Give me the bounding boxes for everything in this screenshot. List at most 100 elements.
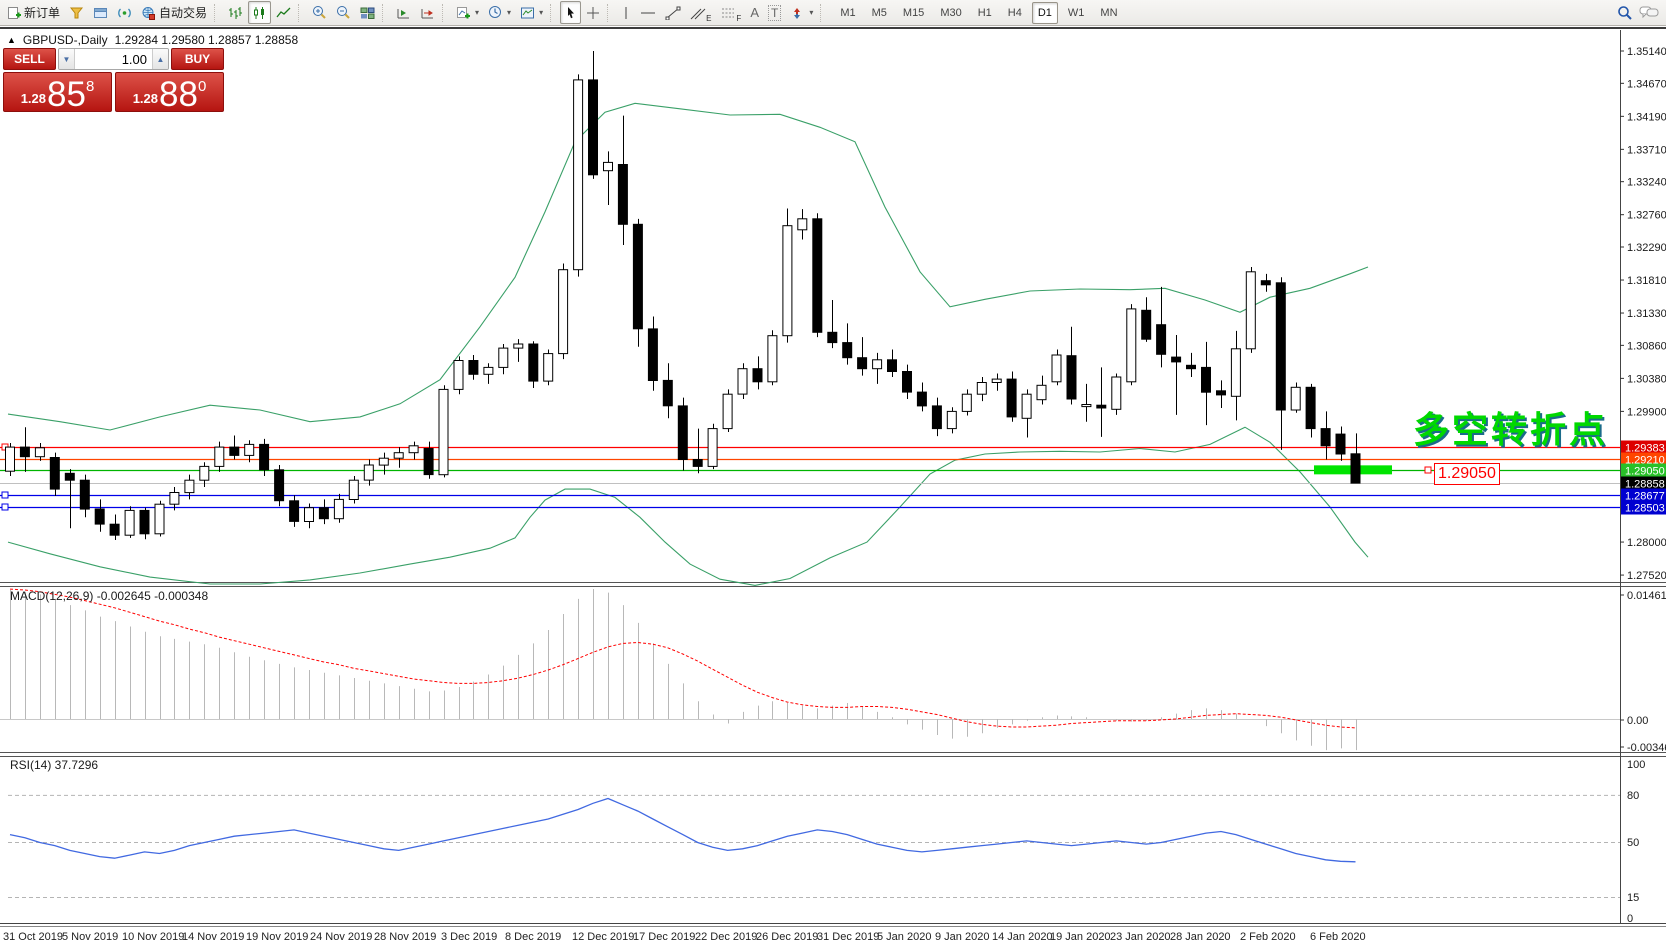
- volume-value[interactable]: 1.00: [121, 52, 147, 67]
- trendline-button[interactable]: [661, 1, 685, 24]
- svg-text:1.31810: 1.31810: [1627, 275, 1666, 287]
- templates-button[interactable]: ▾: [516, 1, 547, 24]
- arrows-button[interactable]: ▾: [786, 1, 817, 24]
- profiles-icon: [94, 7, 108, 18]
- search-icon[interactable]: [1617, 5, 1633, 21]
- tf-m1-button[interactable]: M1: [840, 6, 856, 19]
- svg-text:50: 50: [1627, 837, 1639, 849]
- bar-chart-icon: [229, 6, 243, 19]
- indicators-caret-icon: ▾: [475, 8, 480, 17]
- toolbar-separator: [442, 3, 449, 22]
- bollinger-bands: [7, 102, 1369, 586]
- buy-button[interactable]: BUY: [171, 48, 224, 70]
- new-order-label: 新订单: [24, 6, 61, 20]
- indicators-button[interactable]: ▾: [452, 1, 483, 24]
- trendline-icon: [665, 6, 681, 20]
- shift-chart-button[interactable]: [392, 1, 415, 24]
- fibonacci-button[interactable]: F: [716, 1, 745, 24]
- svg-text:0: 0: [1627, 913, 1633, 925]
- price-axis[interactable]: 1.35140 1.34670 1.34190 1.33710 1.33240 1.327…: [1620, 46, 1666, 582]
- horizontal-lines[interactable]: 1.293831.292101.290501.288581.286771.285…: [0, 440, 1666, 515]
- zoom-in-button[interactable]: [308, 1, 331, 24]
- autotrading-button[interactable]: 自动交易: [137, 1, 211, 24]
- svg-text:28 Jan 2020: 28 Jan 2020: [1170, 931, 1231, 943]
- sell-price-pip: 8: [85, 78, 95, 95]
- autotrading-icon: [142, 6, 156, 20]
- svg-text:-0.003466: -0.003466: [1627, 742, 1666, 754]
- svg-text:1.34190: 1.34190: [1627, 111, 1666, 123]
- tf-m15-button[interactable]: M15: [902, 6, 925, 19]
- volume-down-button[interactable]: ▼: [59, 49, 75, 69]
- horizontal-line-button[interactable]: [636, 1, 660, 24]
- channel-button[interactable]: E: [686, 1, 715, 24]
- crosshair-icon: [587, 6, 600, 19]
- buy-price-pip: 0: [197, 78, 207, 95]
- toolbar-separator: [214, 3, 221, 22]
- sell-price-button[interactable]: 1.28 85 8: [3, 72, 112, 112]
- text-label-button[interactable]: T: [764, 1, 785, 24]
- horizontal-line-icon: [641, 12, 656, 13]
- svg-text:10 Nov 2019: 10 Nov 2019: [122, 931, 184, 943]
- cursor-icon: [568, 6, 575, 18]
- svg-text:1.29383: 1.29383: [1625, 443, 1665, 455]
- toolbar-separator: [550, 3, 557, 22]
- new-order-button[interactable]: 新订单: [3, 1, 64, 24]
- periods-button[interactable]: ▾: [484, 1, 515, 24]
- signals-button[interactable]: [113, 1, 136, 24]
- editor-button[interactable]: [65, 1, 88, 24]
- tf-w1-button[interactable]: W1: [1067, 6, 1085, 19]
- zoom-out-button[interactable]: [332, 1, 355, 24]
- svg-text:19 Nov 2019: 19 Nov 2019: [246, 931, 308, 943]
- tile-windows-button[interactable]: [356, 1, 379, 24]
- tf-h1-button[interactable]: H1: [977, 6, 992, 19]
- svg-text:5 Nov 2019: 5 Nov 2019: [62, 931, 118, 943]
- sell-price-big: 85: [47, 75, 86, 115]
- tf-d1-button[interactable]: D1: [1031, 1, 1058, 24]
- chat-icon[interactable]: [1639, 5, 1659, 20]
- profiles-button[interactable]: [89, 1, 112, 24]
- volume-up-button[interactable]: ▲: [152, 49, 168, 69]
- svg-text:22 Dec 2019: 22 Dec 2019: [695, 931, 757, 943]
- buy-price-big: 88: [159, 75, 198, 115]
- text-button[interactable]: A: [746, 1, 763, 24]
- tf-m5-button[interactable]: M5: [871, 6, 887, 19]
- svg-text:1.32290: 1.32290: [1627, 242, 1666, 254]
- auto-scroll-button[interactable]: [416, 1, 439, 24]
- svg-text:19 Jan 2020: 19 Jan 2020: [1050, 931, 1111, 943]
- svg-text:31 Oct 2019: 31 Oct 2019: [3, 931, 63, 943]
- svg-text:15: 15: [1627, 892, 1639, 904]
- clock-icon: [489, 6, 502, 18]
- ohlc-values: 1.29284 1.29580 1.28857 1.28858: [114, 33, 299, 47]
- tf-mn-button[interactable]: MN: [1100, 6, 1118, 19]
- tf-h4-button[interactable]: H4: [1007, 6, 1022, 19]
- arrows-caret-icon: ▾: [809, 8, 814, 17]
- candlestick-chart-button[interactable]: [248, 1, 272, 24]
- svg-text:1.28858: 1.28858: [1625, 479, 1665, 491]
- line-chart-button[interactable]: [272, 1, 295, 24]
- svg-text:1.33710: 1.33710: [1627, 144, 1666, 156]
- sell-button[interactable]: SELL: [3, 48, 56, 70]
- crosshair-button[interactable]: [582, 1, 604, 24]
- channel-letter: E: [706, 14, 712, 23]
- bar-chart-button[interactable]: [224, 1, 247, 24]
- volume-stepper: ▼ 1.00 ▲: [58, 48, 169, 70]
- collapse-arrow-icon[interactable]: ▲: [7, 35, 16, 45]
- zoom-out-icon: [337, 6, 350, 19]
- sell-price-small: 1.28: [20, 91, 47, 106]
- svg-text:23 Jan 2020: 23 Jan 2020: [1110, 931, 1171, 943]
- turning-point-annotation[interactable]: 多空转折点: [1413, 409, 1609, 450]
- vertical-line-button[interactable]: [617, 1, 635, 24]
- tile-windows-icon: [360, 7, 375, 19]
- buy-price-button[interactable]: 1.28 88 0: [115, 72, 224, 112]
- macd-pane: 0.014611 0.00 -0.003466: [0, 588, 1666, 754]
- toolbar-separator: [382, 3, 389, 22]
- tf-m30-button[interactable]: M30: [940, 6, 962, 19]
- chart-window[interactable]: 1.35140 1.34670 1.34190 1.33710 1.33240 1.327…: [0, 27, 1666, 946]
- shift-chart-icon: [397, 8, 410, 18]
- level-price-label[interactable]: 1.29050: [1434, 463, 1500, 485]
- svg-text:28 Nov 2019: 28 Nov 2019: [374, 931, 436, 943]
- cursor-button[interactable]: [560, 1, 582, 24]
